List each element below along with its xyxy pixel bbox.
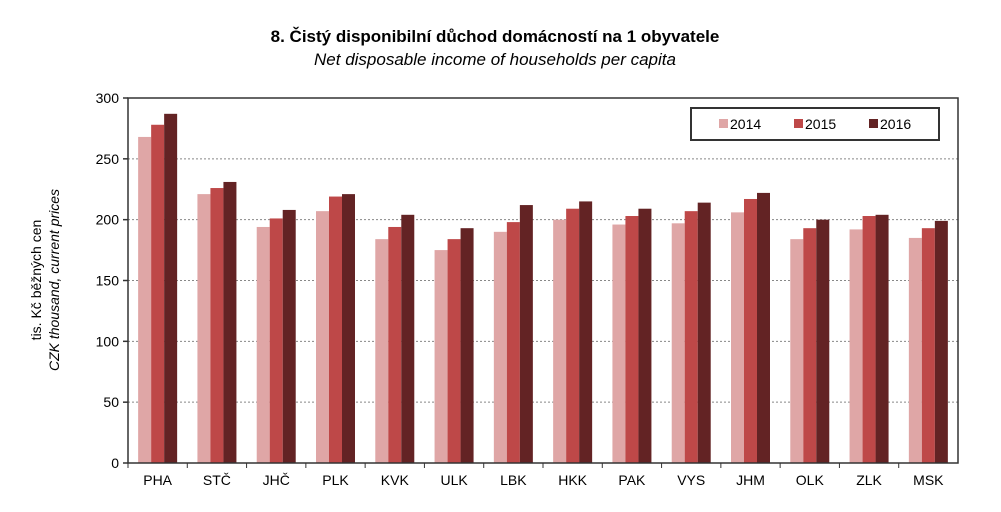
legend-box [690, 107, 940, 141]
bar-2016-ULK [460, 228, 474, 463]
y-tick-label: 100 [96, 333, 120, 349]
bar-2016-HKK [579, 201, 593, 463]
y-tick-label: 300 [96, 90, 120, 106]
y-tick-label: 200 [96, 212, 120, 228]
x-tick-label: LBK [500, 472, 527, 488]
y-tick-label: 50 [103, 394, 119, 410]
legend-label: 2015 [805, 116, 836, 132]
x-tick-label: MSK [913, 472, 944, 488]
bar-2016-STČ [223, 181, 237, 463]
bar-2015-LBK [506, 222, 520, 463]
bar-2014-HKK [553, 219, 567, 463]
x-tick-label: JHČ [263, 472, 290, 488]
bar-2016-PHA [164, 113, 178, 464]
chart-subtitle: Net disposable income of households per … [314, 50, 676, 69]
x-tick-label: PHA [143, 472, 172, 488]
bar-2016-VYS [697, 202, 711, 463]
bar-2015-OLK [803, 228, 817, 463]
bar-2015-ZLK [862, 216, 876, 463]
bar-2014-PAK [612, 224, 626, 463]
x-tick-label: OLK [796, 472, 825, 488]
bar-2014-STČ [197, 194, 211, 463]
bar-2015-KVK [388, 226, 402, 463]
legend-label: 2016 [880, 116, 911, 132]
legend: 2014 2015 2016 [690, 107, 940, 141]
bar-2014-OLK [790, 239, 804, 463]
bar-2016-OLK [816, 219, 830, 463]
bar-2015-JHČ [269, 218, 283, 463]
legend-swatch [794, 119, 803, 128]
x-tick-label: ULK [440, 472, 468, 488]
bar-2016-MSK [934, 220, 948, 463]
y-axis-label-en: CZK thousand, current prices [46, 189, 62, 371]
bar-2015-PHA [151, 124, 165, 464]
bar-2016-ZLK [875, 214, 889, 463]
bar-2014-PHA [138, 136, 152, 463]
bar-2015-JHM [744, 198, 757, 463]
chart-title: 8. Čistý disponibilní důchod domácností … [270, 27, 720, 46]
x-tick-label: JHM [736, 472, 765, 488]
bar-2015-ULK [447, 239, 461, 463]
x-tick-label: ZLK [856, 472, 882, 488]
bar-2014-MSK [908, 237, 922, 463]
bar-2014-VYS [671, 223, 685, 463]
x-tick-label: STČ [203, 472, 231, 488]
y-tick-label: 150 [96, 273, 120, 289]
bar-2016-PAK [638, 208, 652, 463]
bar-2016-KVK [401, 214, 415, 463]
bar-2016-PLK [342, 194, 355, 463]
bar-2014-KVK [375, 239, 389, 463]
x-tick-label: PAK [618, 472, 646, 488]
bar-2015-HKK [566, 208, 580, 463]
legend-swatch [869, 119, 878, 128]
legend-label: 2014 [730, 116, 761, 132]
y-tick-label: 0 [111, 455, 119, 471]
bar-2014-ZLK [849, 229, 863, 463]
bar-2014-JHM [731, 212, 744, 463]
bar-2015-STČ [210, 188, 224, 464]
bar-2015-MSK [921, 228, 935, 463]
x-tick-label: HKK [558, 472, 587, 488]
bar-2014-JHČ [256, 226, 270, 463]
bar-2016-LBK [519, 205, 533, 464]
bar-2016-JHM [757, 192, 770, 463]
bar-2014-ULK [434, 250, 448, 463]
bar-2015-PLK [329, 196, 342, 464]
bar-2016-JHČ [282, 209, 296, 463]
legend-swatch [719, 119, 728, 128]
y-tick-label: 250 [96, 151, 120, 167]
bar-2014-LBK [493, 231, 507, 463]
x-tick-label: VYS [677, 472, 705, 488]
x-tick-label: PLK [322, 472, 349, 488]
bar-2014-PLK [316, 211, 329, 463]
y-axis-label: tis. Kč běžných cen [28, 220, 44, 341]
bar-2015-PAK [625, 216, 639, 463]
bar-2015-VYS [684, 211, 698, 463]
x-tick-label: KVK [381, 472, 410, 488]
